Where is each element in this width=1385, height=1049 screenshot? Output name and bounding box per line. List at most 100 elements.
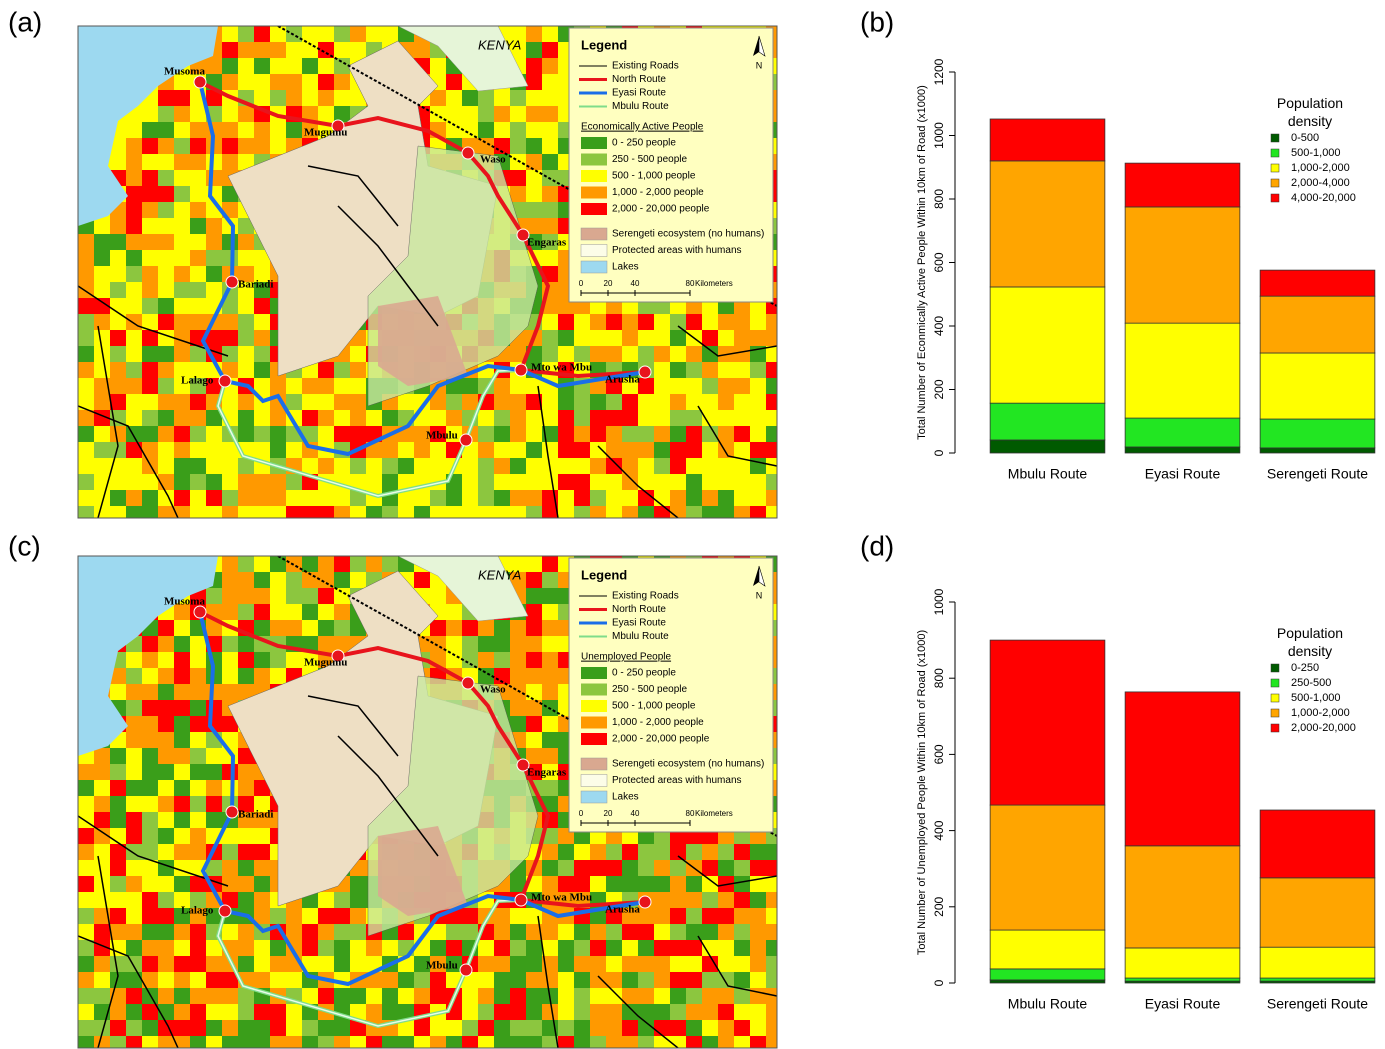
region <box>222 138 239 155</box>
region <box>254 122 271 139</box>
region <box>654 988 671 1005</box>
bar-segment <box>990 287 1105 403</box>
scale-label: Kilometers <box>695 279 733 288</box>
region <box>494 972 511 989</box>
region <box>654 876 671 893</box>
region <box>510 924 527 941</box>
region <box>574 1036 591 1049</box>
region <box>638 314 655 331</box>
city-label: Waso <box>480 684 506 696</box>
region <box>286 58 303 75</box>
region <box>702 362 719 379</box>
region <box>78 764 95 781</box>
legend-title: Legend <box>581 567 627 582</box>
region <box>142 876 159 893</box>
region <box>414 572 431 589</box>
region <box>174 186 191 203</box>
region <box>382 506 399 523</box>
region <box>286 588 303 605</box>
bar-segment <box>1125 207 1240 323</box>
region <box>526 604 543 621</box>
region <box>350 908 367 925</box>
bar-segment <box>1125 846 1240 948</box>
region <box>206 218 223 235</box>
region <box>94 362 111 379</box>
region <box>734 426 751 443</box>
region <box>750 924 767 941</box>
region <box>606 330 623 347</box>
region <box>142 940 159 957</box>
region <box>286 90 303 107</box>
region <box>270 58 287 75</box>
region <box>574 426 591 443</box>
region <box>750 844 767 861</box>
legend-label: 250 - 500 people <box>612 154 688 165</box>
region <box>766 458 783 475</box>
region <box>702 426 719 443</box>
region <box>222 394 239 411</box>
legend-label: Protected areas with humans <box>612 775 742 786</box>
region <box>158 298 175 315</box>
region <box>78 234 95 251</box>
region <box>622 490 639 507</box>
region <box>158 202 175 219</box>
region <box>542 668 559 685</box>
region <box>542 250 559 267</box>
region <box>590 940 607 957</box>
region <box>366 474 383 491</box>
region <box>510 490 527 507</box>
region <box>126 780 143 797</box>
region <box>158 700 175 717</box>
bar-segment <box>1260 353 1375 419</box>
region <box>222 636 239 653</box>
region <box>110 812 127 829</box>
region <box>238 892 255 909</box>
region <box>606 490 623 507</box>
region <box>238 42 255 59</box>
region <box>206 234 223 251</box>
region <box>542 876 559 893</box>
city <box>462 147 474 159</box>
region <box>446 636 463 653</box>
bar-segment <box>1260 448 1375 453</box>
region <box>542 556 559 573</box>
region <box>158 346 175 363</box>
region <box>430 1036 447 1049</box>
region <box>206 780 223 797</box>
region <box>142 764 159 781</box>
legend-swatch <box>1271 164 1279 172</box>
region <box>686 908 703 925</box>
region <box>254 314 271 331</box>
region <box>302 908 319 925</box>
x-tick-label: Serengeti Route <box>1267 466 1368 482</box>
region <box>78 506 95 523</box>
region <box>206 442 223 459</box>
region <box>238 106 255 123</box>
region <box>590 860 607 877</box>
region <box>174 122 191 139</box>
region <box>478 90 495 107</box>
region <box>750 940 767 957</box>
region <box>190 442 207 459</box>
region <box>462 490 479 507</box>
region <box>734 410 751 427</box>
region <box>734 924 751 941</box>
region <box>542 636 559 653</box>
region <box>110 282 127 299</box>
region <box>270 1004 287 1021</box>
region <box>158 732 175 749</box>
legend-swatch <box>581 775 607 787</box>
region <box>222 652 239 669</box>
region <box>670 1036 687 1049</box>
region <box>574 924 591 941</box>
region <box>510 636 527 653</box>
region <box>334 892 351 909</box>
region <box>174 828 191 845</box>
region <box>638 410 655 427</box>
region <box>478 636 495 653</box>
region <box>510 700 527 717</box>
region <box>318 90 335 107</box>
region <box>510 988 527 1005</box>
region <box>94 988 111 1005</box>
region <box>126 298 143 315</box>
